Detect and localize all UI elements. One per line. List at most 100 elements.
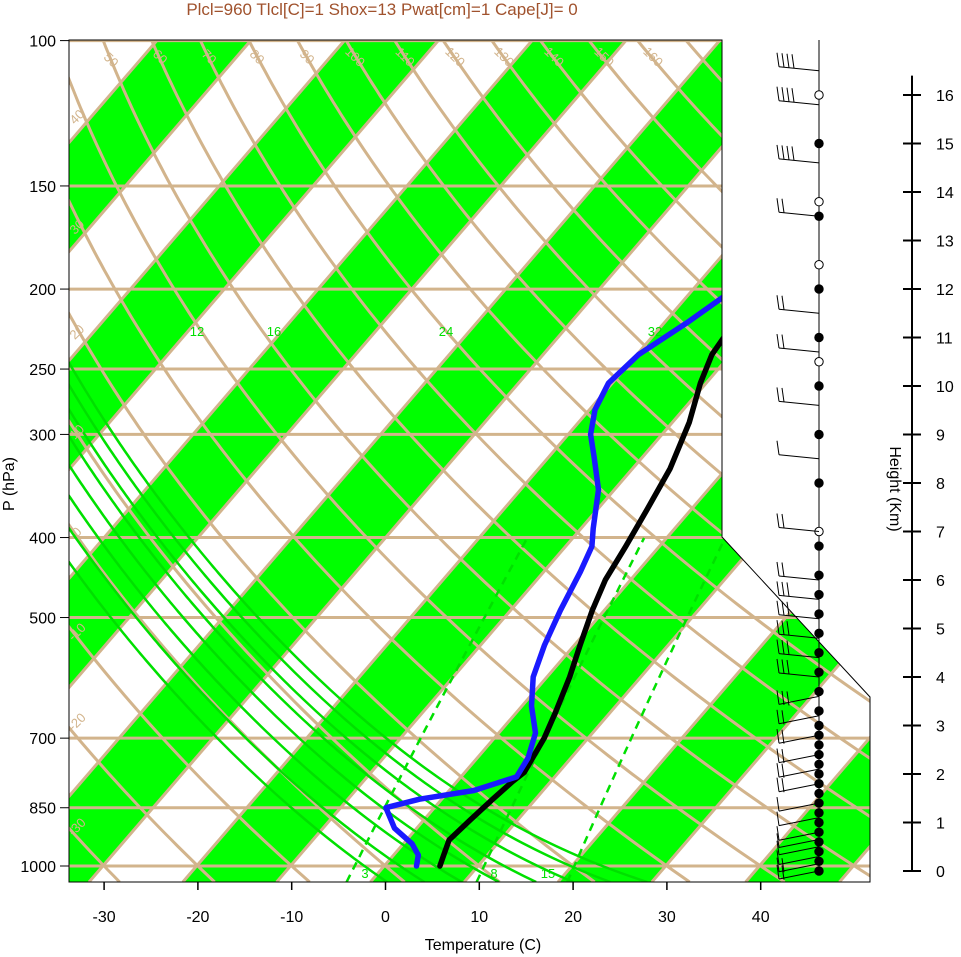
height-tick-label: 11 (936, 331, 953, 348)
height-tick-label: 3 (936, 719, 945, 736)
dry-adiabat (69, 40, 501, 882)
wind-barb-staff (778, 863, 820, 873)
wind-level-marker (814, 138, 824, 149)
pressure-tick-label: 500 (29, 611, 56, 628)
wind-level-marker (814, 570, 824, 580)
wind-level-marker (814, 769, 824, 779)
dry-adiabat (100, 40, 870, 882)
dry-adiabat (196, 40, 870, 882)
wind-barb-staff (778, 594, 820, 600)
moist-adiabat (69, 224, 648, 882)
moist-adiabat-label: 32 (648, 324, 662, 339)
moist-adiabat (69, 224, 611, 882)
wind-barb-feather (781, 387, 785, 402)
wind-barb-feather (776, 850, 780, 865)
wind-barb-feather (776, 561, 780, 577)
wind-barb-staff (778, 347, 820, 353)
wind-level-marker (814, 429, 824, 440)
wind-barb-feather (786, 640, 790, 655)
height-tick-label: 12 (936, 282, 954, 299)
isotherm (69, 40, 534, 882)
temperature-tick-label: 20 (564, 909, 582, 926)
height-tick-label: 7 (936, 525, 945, 542)
wind-barb-feather (781, 659, 785, 674)
wind-barb-feather (781, 513, 785, 529)
height-tick-label: 9 (936, 428, 945, 445)
wind-barb-feather (786, 87, 790, 102)
isotherm (87, 40, 816, 882)
wind-barb-staff (778, 633, 820, 639)
wind-barb-feather (776, 748, 780, 763)
isotherm-label: -20 (745, 540, 769, 564)
isotherm (69, 40, 440, 882)
moist-adiabat (69, 224, 426, 882)
wind-level-marker (814, 817, 824, 828)
dry-adiabat-label: 50 (101, 49, 122, 70)
pressure-tick-label: 850 (29, 801, 56, 818)
isotherm-label: 0 (844, 649, 860, 665)
wind-barb-staff (778, 715, 820, 725)
x-axis-label: Temperature (C) (425, 937, 541, 954)
temperature-tick-label: -30 (93, 909, 116, 926)
moist-adiabat (69, 224, 500, 882)
y-axis-label: P (hPa) (1, 457, 18, 511)
temperature-tick-label: 10 (470, 909, 488, 926)
wind-level-marker (814, 740, 824, 750)
wind-barb-feather (786, 659, 790, 675)
wind-barb-staff (778, 817, 820, 827)
wind-barb-feather (776, 857, 780, 872)
wind-barb-feather (776, 833, 780, 848)
wind-barb-staff (778, 614, 820, 620)
wind-barb-feather (776, 581, 780, 596)
wind-barb-feather (776, 620, 780, 635)
wind-barb-staff (778, 870, 820, 880)
wind-barb-staff (778, 846, 820, 856)
height-tick-label: 1 (936, 816, 945, 833)
wind-barb-staff (778, 838, 820, 848)
temperature-tick-label: 30 (658, 909, 676, 926)
dry-adiabat (69, 40, 691, 882)
wind-barb-feather (781, 763, 785, 778)
wind-barb-feather (781, 295, 785, 310)
wind-level-marker (814, 541, 824, 551)
dry-adiabat (342, 40, 870, 882)
dry-adiabat (729, 40, 870, 882)
wind-barb-staff (778, 672, 820, 678)
wind-level-marker (814, 648, 824, 658)
isotherm-label: -30 (725, 455, 749, 479)
pressure-tick-label: 400 (29, 531, 56, 548)
wind-barb-feather (776, 513, 780, 528)
pressure-tick-label: 300 (29, 427, 56, 444)
wind-barb-staff (778, 653, 820, 659)
isotherm (69, 40, 253, 882)
wind-barb-feather (776, 864, 780, 880)
wind-barb-feather (781, 858, 785, 873)
height-tick-label: 6 (936, 573, 945, 590)
wind-barb-staff (778, 802, 820, 812)
wind-barb-feather (776, 709, 780, 724)
mixing-ratio-line (566, 537, 727, 882)
wind-level-marker (814, 628, 824, 639)
temperature-tick-label: -20 (186, 909, 209, 926)
wind-barb-feather (786, 145, 790, 160)
wind-level-marker (814, 197, 824, 207)
wind-barb-feather (781, 749, 785, 764)
wind-barb-staff (778, 100, 820, 106)
wind-barb-feather (781, 729, 785, 744)
wind-barb-feather (776, 52, 780, 67)
wind-barb-staff (778, 66, 820, 72)
height-tick-label: 8 (936, 476, 945, 493)
wind-barb-feather (776, 840, 780, 855)
wind-level-marker (814, 90, 824, 100)
wind-barb-feather (776, 639, 780, 654)
wind-barb-feather (781, 87, 785, 102)
wind-barb-feather (776, 600, 780, 615)
wind-barb-feather (776, 729, 780, 744)
dry-adiabat-label: 90 (297, 46, 318, 67)
wind-barb-feather (776, 658, 780, 674)
wind-barb-feather (776, 86, 780, 101)
wind-barb-feather (786, 621, 790, 636)
plot-border (68, 39, 871, 883)
